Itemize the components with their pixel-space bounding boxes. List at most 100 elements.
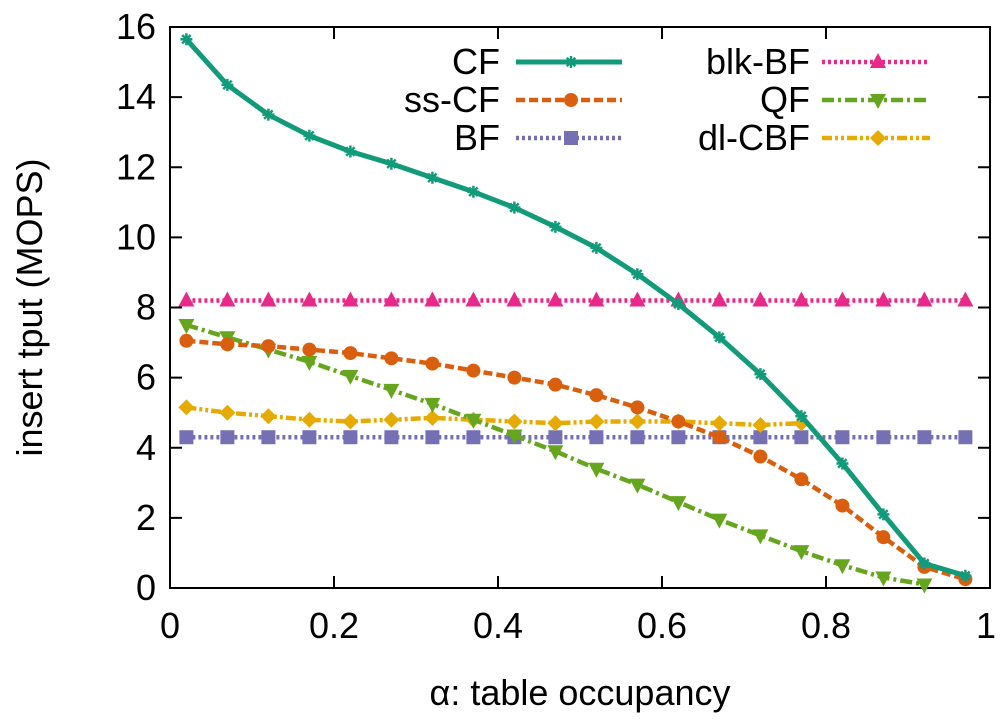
data-point-CF bbox=[631, 268, 644, 281]
data-point-ss-CF bbox=[876, 530, 891, 545]
data-point-blk-BF bbox=[424, 291, 441, 307]
data-point-blk-BF bbox=[752, 291, 769, 307]
marker-stroke bbox=[263, 109, 274, 120]
data-point-CF bbox=[959, 569, 972, 582]
data-point-blk-BF bbox=[301, 291, 318, 307]
data-point-BF bbox=[630, 430, 645, 445]
y-axis-title: insert tput (MOPS) bbox=[9, 158, 50, 456]
data-point-blk-BF bbox=[465, 291, 482, 307]
data-point-dl-CBF bbox=[752, 416, 769, 433]
series-line-CF bbox=[184, 37, 967, 579]
data-point-QF bbox=[834, 559, 851, 575]
data-point-ss-CF bbox=[794, 472, 809, 487]
marker-stroke bbox=[345, 146, 356, 157]
legend-swatch-marker bbox=[870, 94, 886, 109]
data-point-QF bbox=[875, 571, 892, 587]
data-point-blk-BF bbox=[219, 291, 236, 307]
data-point-ss-CF bbox=[712, 430, 727, 445]
marker-stroke bbox=[550, 221, 561, 232]
marker-stroke bbox=[468, 186, 479, 197]
data-point-ss-CF bbox=[835, 498, 850, 513]
data-point-CF bbox=[303, 129, 316, 142]
data-point-QF bbox=[711, 513, 728, 529]
data-point-CF bbox=[344, 145, 357, 158]
y-tick-label: 12 bbox=[116, 146, 156, 187]
data-point-QF bbox=[793, 545, 810, 561]
data-point-ss-CF bbox=[753, 449, 768, 464]
y-tick-label: 16 bbox=[116, 6, 156, 47]
marker-stroke bbox=[632, 269, 643, 280]
data-point-QF bbox=[629, 478, 646, 494]
data-point-BF bbox=[917, 430, 932, 445]
data-point-blk-BF bbox=[383, 291, 400, 307]
data-point-dl-CBF bbox=[629, 413, 646, 430]
series-CF bbox=[180, 33, 972, 582]
data-point-CF bbox=[836, 457, 849, 470]
data-point-QF bbox=[178, 319, 195, 335]
x-tick-label: 0.4 bbox=[473, 605, 523, 646]
marker-stroke bbox=[837, 458, 848, 469]
legend-item-QF: QF bbox=[760, 79, 930, 120]
marker-stroke bbox=[386, 158, 397, 169]
data-point-blk-BF bbox=[260, 291, 277, 307]
data-point-blk-BF bbox=[178, 291, 195, 307]
data-point-dl-CBF bbox=[588, 413, 605, 430]
data-point-QF bbox=[506, 429, 523, 445]
marker-stroke bbox=[304, 130, 315, 141]
data-point-dl-CBF bbox=[178, 399, 195, 416]
marker-stroke bbox=[919, 558, 930, 569]
y-tick-label: 10 bbox=[116, 216, 156, 257]
data-point-CF bbox=[918, 557, 931, 570]
marker-stroke bbox=[796, 411, 807, 422]
data-point-ss-CF bbox=[466, 363, 481, 378]
data-point-blk-BF bbox=[547, 291, 564, 307]
data-point-CF bbox=[467, 185, 480, 198]
data-point-BF bbox=[958, 430, 973, 445]
data-point-ss-CF bbox=[220, 337, 235, 352]
legend-swatch-marker bbox=[565, 56, 577, 68]
data-point-BF bbox=[548, 430, 563, 445]
x-tick-label: 0 bbox=[160, 605, 180, 646]
data-point-QF bbox=[465, 413, 482, 429]
data-point-blk-BF bbox=[588, 291, 605, 307]
data-point-CF bbox=[549, 220, 562, 233]
marker-stroke bbox=[591, 242, 602, 254]
data-point-ss-CF bbox=[179, 333, 194, 348]
legend-label: BF bbox=[454, 117, 500, 158]
data-point-blk-BF bbox=[629, 291, 646, 307]
data-point-CF bbox=[795, 410, 808, 423]
data-point-QF bbox=[588, 462, 605, 478]
data-point-CF bbox=[754, 368, 767, 381]
legend-label: blk-BF bbox=[706, 41, 810, 82]
series-line-ss-CF bbox=[186, 338, 967, 582]
data-point-CF bbox=[672, 297, 685, 310]
x-tick-label: 0.2 bbox=[309, 605, 359, 646]
data-point-dl-CBF bbox=[424, 409, 441, 426]
data-point-QF bbox=[752, 529, 769, 545]
data-point-QF bbox=[383, 383, 400, 399]
data-point-BF bbox=[343, 430, 358, 445]
series-BF bbox=[179, 430, 973, 445]
data-point-BF bbox=[794, 430, 809, 445]
legend-label: ss-CF bbox=[404, 79, 500, 120]
data-point-QF bbox=[916, 578, 933, 594]
data-point-QF bbox=[342, 369, 359, 385]
data-point-ss-CF bbox=[261, 339, 276, 354]
data-point-blk-BF bbox=[834, 291, 851, 307]
data-point-BF bbox=[589, 430, 604, 445]
data-point-dl-CBF bbox=[547, 415, 564, 432]
data-point-BF bbox=[261, 430, 276, 445]
y-tick-label: 4 bbox=[136, 427, 156, 468]
marker-stroke bbox=[565, 56, 577, 68]
data-point-CF bbox=[221, 78, 234, 91]
data-point-BF bbox=[302, 430, 317, 445]
data-point-BF bbox=[876, 430, 891, 445]
marker-stroke bbox=[714, 332, 725, 343]
data-point-ss-CF bbox=[548, 377, 563, 392]
marker-stroke bbox=[509, 202, 520, 213]
data-point-blk-BF bbox=[711, 291, 728, 307]
data-point-dl-CBF bbox=[260, 408, 277, 425]
legend-swatch-marker bbox=[564, 131, 578, 145]
